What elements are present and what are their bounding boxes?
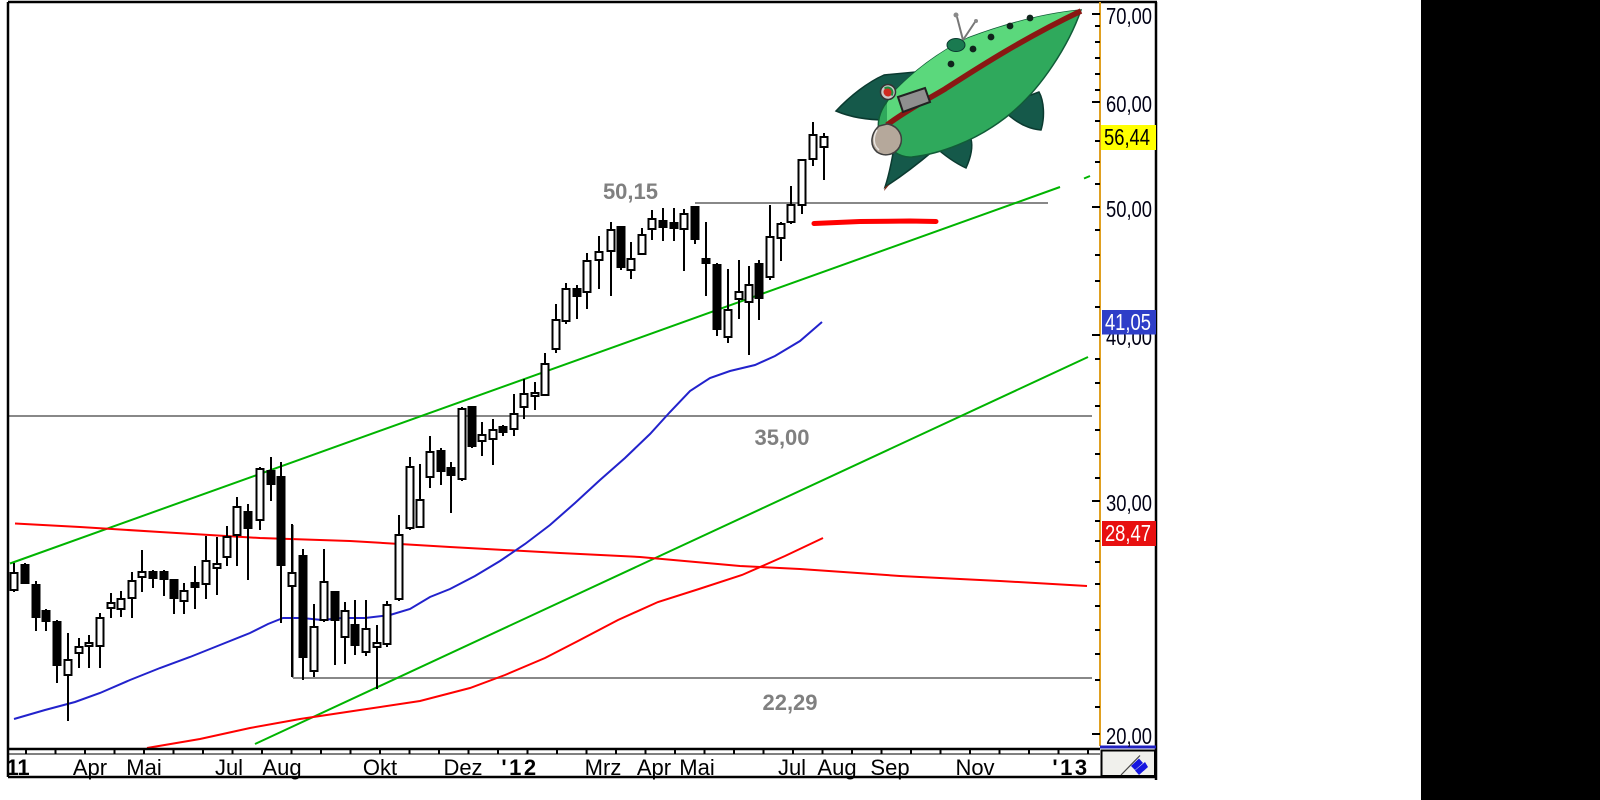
svg-text:Mrz: Mrz	[585, 755, 622, 780]
svg-text:'13: '13	[1052, 755, 1089, 780]
svg-text:41,05: 41,05	[1105, 310, 1151, 335]
svg-text:56,44: 56,44	[1104, 125, 1150, 150]
svg-text:22,29: 22,29	[762, 690, 817, 715]
svg-text:Okt: Okt	[363, 755, 397, 780]
svg-text:Mai: Mai	[126, 755, 161, 780]
svg-text:Aug: Aug	[262, 755, 301, 780]
svg-text:60,00: 60,00	[1106, 92, 1152, 117]
svg-text:Apr: Apr	[637, 755, 671, 780]
svg-text:28,47: 28,47	[1105, 521, 1151, 546]
svg-text:35,00: 35,00	[754, 425, 809, 450]
svg-text:30,00: 30,00	[1106, 491, 1152, 516]
svg-text:70,00: 70,00	[1106, 4, 1152, 29]
svg-text:Jul: Jul	[778, 755, 806, 780]
svg-text:50,15: 50,15	[603, 179, 658, 204]
svg-text:'12: '12	[501, 755, 538, 780]
svg-text:Nov: Nov	[955, 755, 994, 780]
svg-text:Sep: Sep	[870, 755, 909, 780]
svg-text:Apr: Apr	[73, 755, 107, 780]
svg-text:Jul: Jul	[215, 755, 243, 780]
svg-text:Aug: Aug	[817, 755, 856, 780]
svg-text:20,00: 20,00	[1106, 724, 1152, 749]
svg-text:11: 11	[6, 755, 29, 780]
svg-text:Dez: Dez	[443, 755, 482, 780]
svg-text:Mai: Mai	[679, 755, 714, 780]
svg-text:50,00: 50,00	[1106, 197, 1152, 222]
